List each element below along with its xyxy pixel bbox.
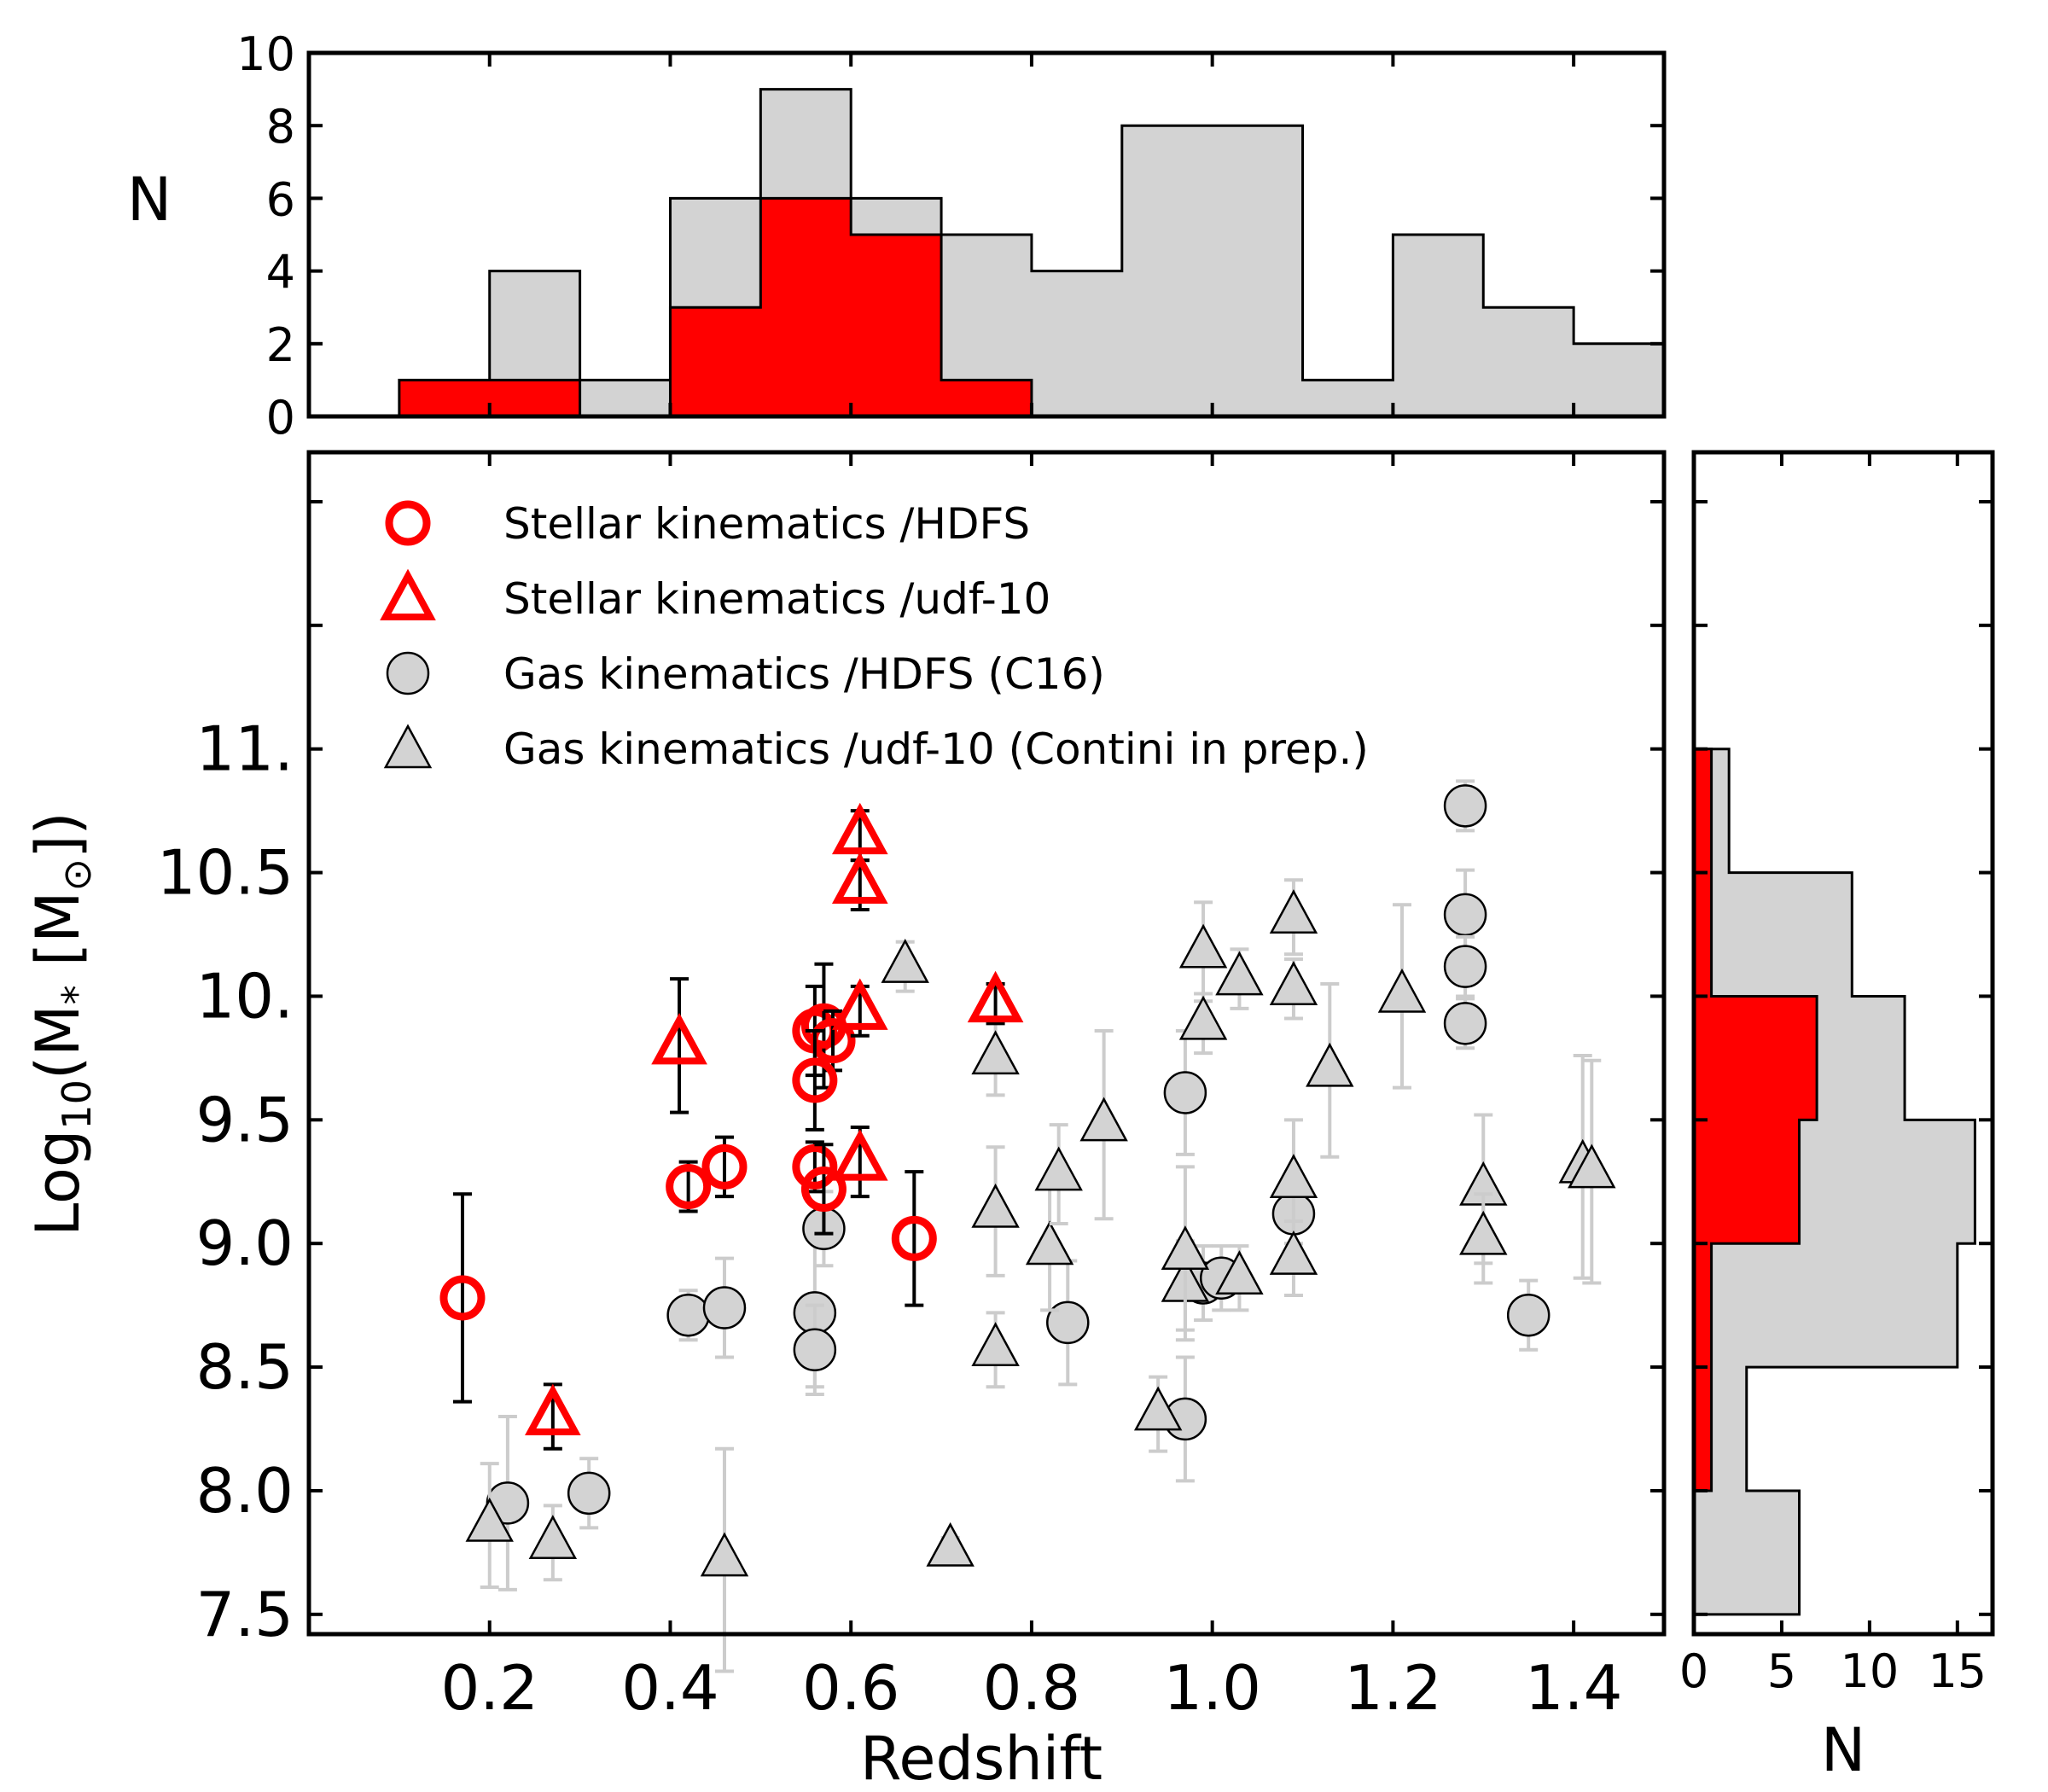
gas-udf10-point — [1269, 1154, 1318, 1199]
gas-udf10-point — [1079, 1097, 1128, 1142]
gas-udf10-point — [1377, 968, 1427, 1013]
stellar-udf10-point — [831, 1129, 888, 1181]
gas-udf10-point — [1034, 1146, 1083, 1191]
stellar-hdfs-point — [701, 1143, 748, 1190]
stellar-udf10-point — [967, 970, 1024, 1023]
stellar-udf10-point — [651, 1013, 707, 1065]
top-hist-y-tick-label: 4 — [266, 246, 295, 300]
gas-udf10-point — [1178, 995, 1228, 1040]
x-tick-label: 0.2 — [440, 1652, 538, 1724]
gas-udf10-point — [700, 1532, 749, 1577]
y-tick-label: 9.5 — [195, 1084, 294, 1155]
x-tick-label: 0.8 — [983, 1652, 1081, 1724]
gas-hdfs-point — [793, 1328, 837, 1372]
gas-udf10-point — [528, 1515, 578, 1560]
gas-hdfs-point — [1443, 784, 1487, 828]
legend-label: Gas kinematics /HDFS (C16) — [503, 649, 1105, 699]
top-hist-y-tick-label: 0 — [266, 391, 295, 445]
legend-label: Stellar kinematics /HDFS — [503, 499, 1030, 549]
top-hist-y-tick-label: 8 — [266, 100, 295, 154]
gas-udf10-point — [465, 1497, 514, 1542]
gas-hdfs-point — [1443, 945, 1487, 988]
gas-hdfs-point — [666, 1293, 710, 1337]
stellar-udf10-point — [831, 978, 888, 1030]
gas-udf10-point — [1133, 1386, 1183, 1431]
stellar-hdfs-point — [792, 1143, 838, 1190]
gas-udf10-point — [1269, 889, 1318, 934]
gas-hdfs-point — [567, 1471, 611, 1516]
stellar-hdfs-point — [439, 1275, 486, 1321]
gas-udf10-point — [881, 939, 929, 983]
gas-udf10-point — [1178, 923, 1228, 969]
gas-udf10-point — [926, 1521, 975, 1567]
top-hist-y-tick-label: 6 — [266, 172, 295, 226]
gas-hdfs-point — [1506, 1293, 1551, 1337]
right-hist-x-tick-label: 5 — [1767, 1644, 1796, 1698]
main-scatter-plot: 0.2 0.4 0.6 0.8 1.0 1.2 1.4 7.5 8.0 8.5 9.0 9.5 10. 1… — [157, 450, 1667, 1724]
stellar-hdfs-point — [792, 1057, 838, 1103]
stellar-udf10-point — [831, 852, 888, 905]
top-histogram-frame — [306, 50, 1667, 419]
stellar-udf10-point — [525, 1383, 581, 1436]
legend-label: Stellar kinematics /udf-10 — [503, 574, 1050, 624]
gas-hdfs-point — [1163, 1071, 1207, 1114]
top-histogram: 0 2 4 6 8 10 — [236, 27, 1667, 445]
gas-histogram-bars — [309, 88, 1666, 418]
x-tick-label: 0.4 — [621, 1652, 719, 1724]
gas-udf10-point — [1025, 1220, 1074, 1265]
y-tick-label: 8.0 — [195, 1455, 294, 1527]
right-histogram: 0 5 10 15 — [1679, 450, 1995, 1698]
x-tick-label: 1.0 — [1163, 1652, 1261, 1724]
top-hist-y-tick-label: 10 — [236, 27, 295, 81]
y-axis-label: Log10(M* [M⊙]) — [23, 812, 100, 1236]
gas-udf10-point — [971, 1322, 1020, 1367]
gas-hdfs-point — [702, 1286, 747, 1329]
legend: Stellar kinematics /HDFS Stellar kinemati… — [380, 499, 1369, 774]
right-hist-x-tick-label: 10 — [1841, 1644, 1900, 1698]
y-tick-label: 8.5 — [195, 1331, 294, 1403]
top-histogram-y-label: N — [127, 165, 172, 235]
y-tick-label: 7.5 — [195, 1579, 294, 1650]
legend-marker-gas-udf10 — [383, 724, 433, 769]
right-gas-histogram-bars — [1692, 748, 1976, 1616]
main-plot-frame — [306, 450, 1667, 1637]
legend-marker-stellar-hdfs — [385, 500, 431, 546]
y-tick-label: 9.0 — [195, 1207, 294, 1279]
right-hist-x-tick-label: 15 — [1928, 1644, 1987, 1698]
x-axis-label: Redshift — [860, 1724, 1103, 1792]
y-tick-label: 10.5 — [157, 837, 294, 909]
gas-hdfs-point — [1443, 1002, 1487, 1045]
legend-marker-gas-hdfs — [386, 651, 430, 695]
right-histogram-x-label: N — [1821, 1715, 1865, 1785]
gas-udf10-point — [1269, 961, 1318, 1006]
gas-udf10-point — [1215, 951, 1264, 996]
gas-hdfs-point — [1443, 893, 1487, 937]
y-tick-label: 11. — [195, 713, 294, 785]
gas-udf10-point — [1215, 1250, 1264, 1295]
gas-udf10-point — [1161, 1225, 1210, 1271]
gas-hdfs-point — [1046, 1300, 1090, 1345]
gas-udf10-point — [1269, 1230, 1318, 1275]
gas-udf10-point — [971, 1183, 1020, 1228]
legend-marker-stellar-udf10 — [380, 568, 436, 620]
legend-label: Gas kinematics /udf-10 (Contini in prep.… — [503, 724, 1369, 774]
x-tick-label: 1.4 — [1525, 1652, 1623, 1724]
gas-udf10-point — [1306, 1042, 1354, 1087]
x-tick-label: 1.2 — [1344, 1652, 1442, 1724]
stellar-udf10-point — [831, 802, 888, 855]
y-tick-label: 10. — [195, 960, 294, 1032]
right-hist-x-tick-label: 0 — [1679, 1644, 1708, 1698]
gas-udf10-point — [971, 1030, 1020, 1075]
gas-udf10-point — [1459, 1210, 1508, 1255]
top-hist-y-tick-label: 2 — [266, 318, 295, 372]
stellar-hdfs-point — [891, 1215, 937, 1261]
right-histogram-frame — [1691, 450, 1995, 1637]
right-stellar-histogram-bars — [1692, 748, 1818, 1615]
stellar-hdfs-point — [666, 1164, 712, 1210]
stellar-hdfs-point — [800, 1166, 847, 1212]
gas-udf10-point — [1568, 1143, 1616, 1189]
x-tick-label: 0.6 — [802, 1652, 900, 1724]
